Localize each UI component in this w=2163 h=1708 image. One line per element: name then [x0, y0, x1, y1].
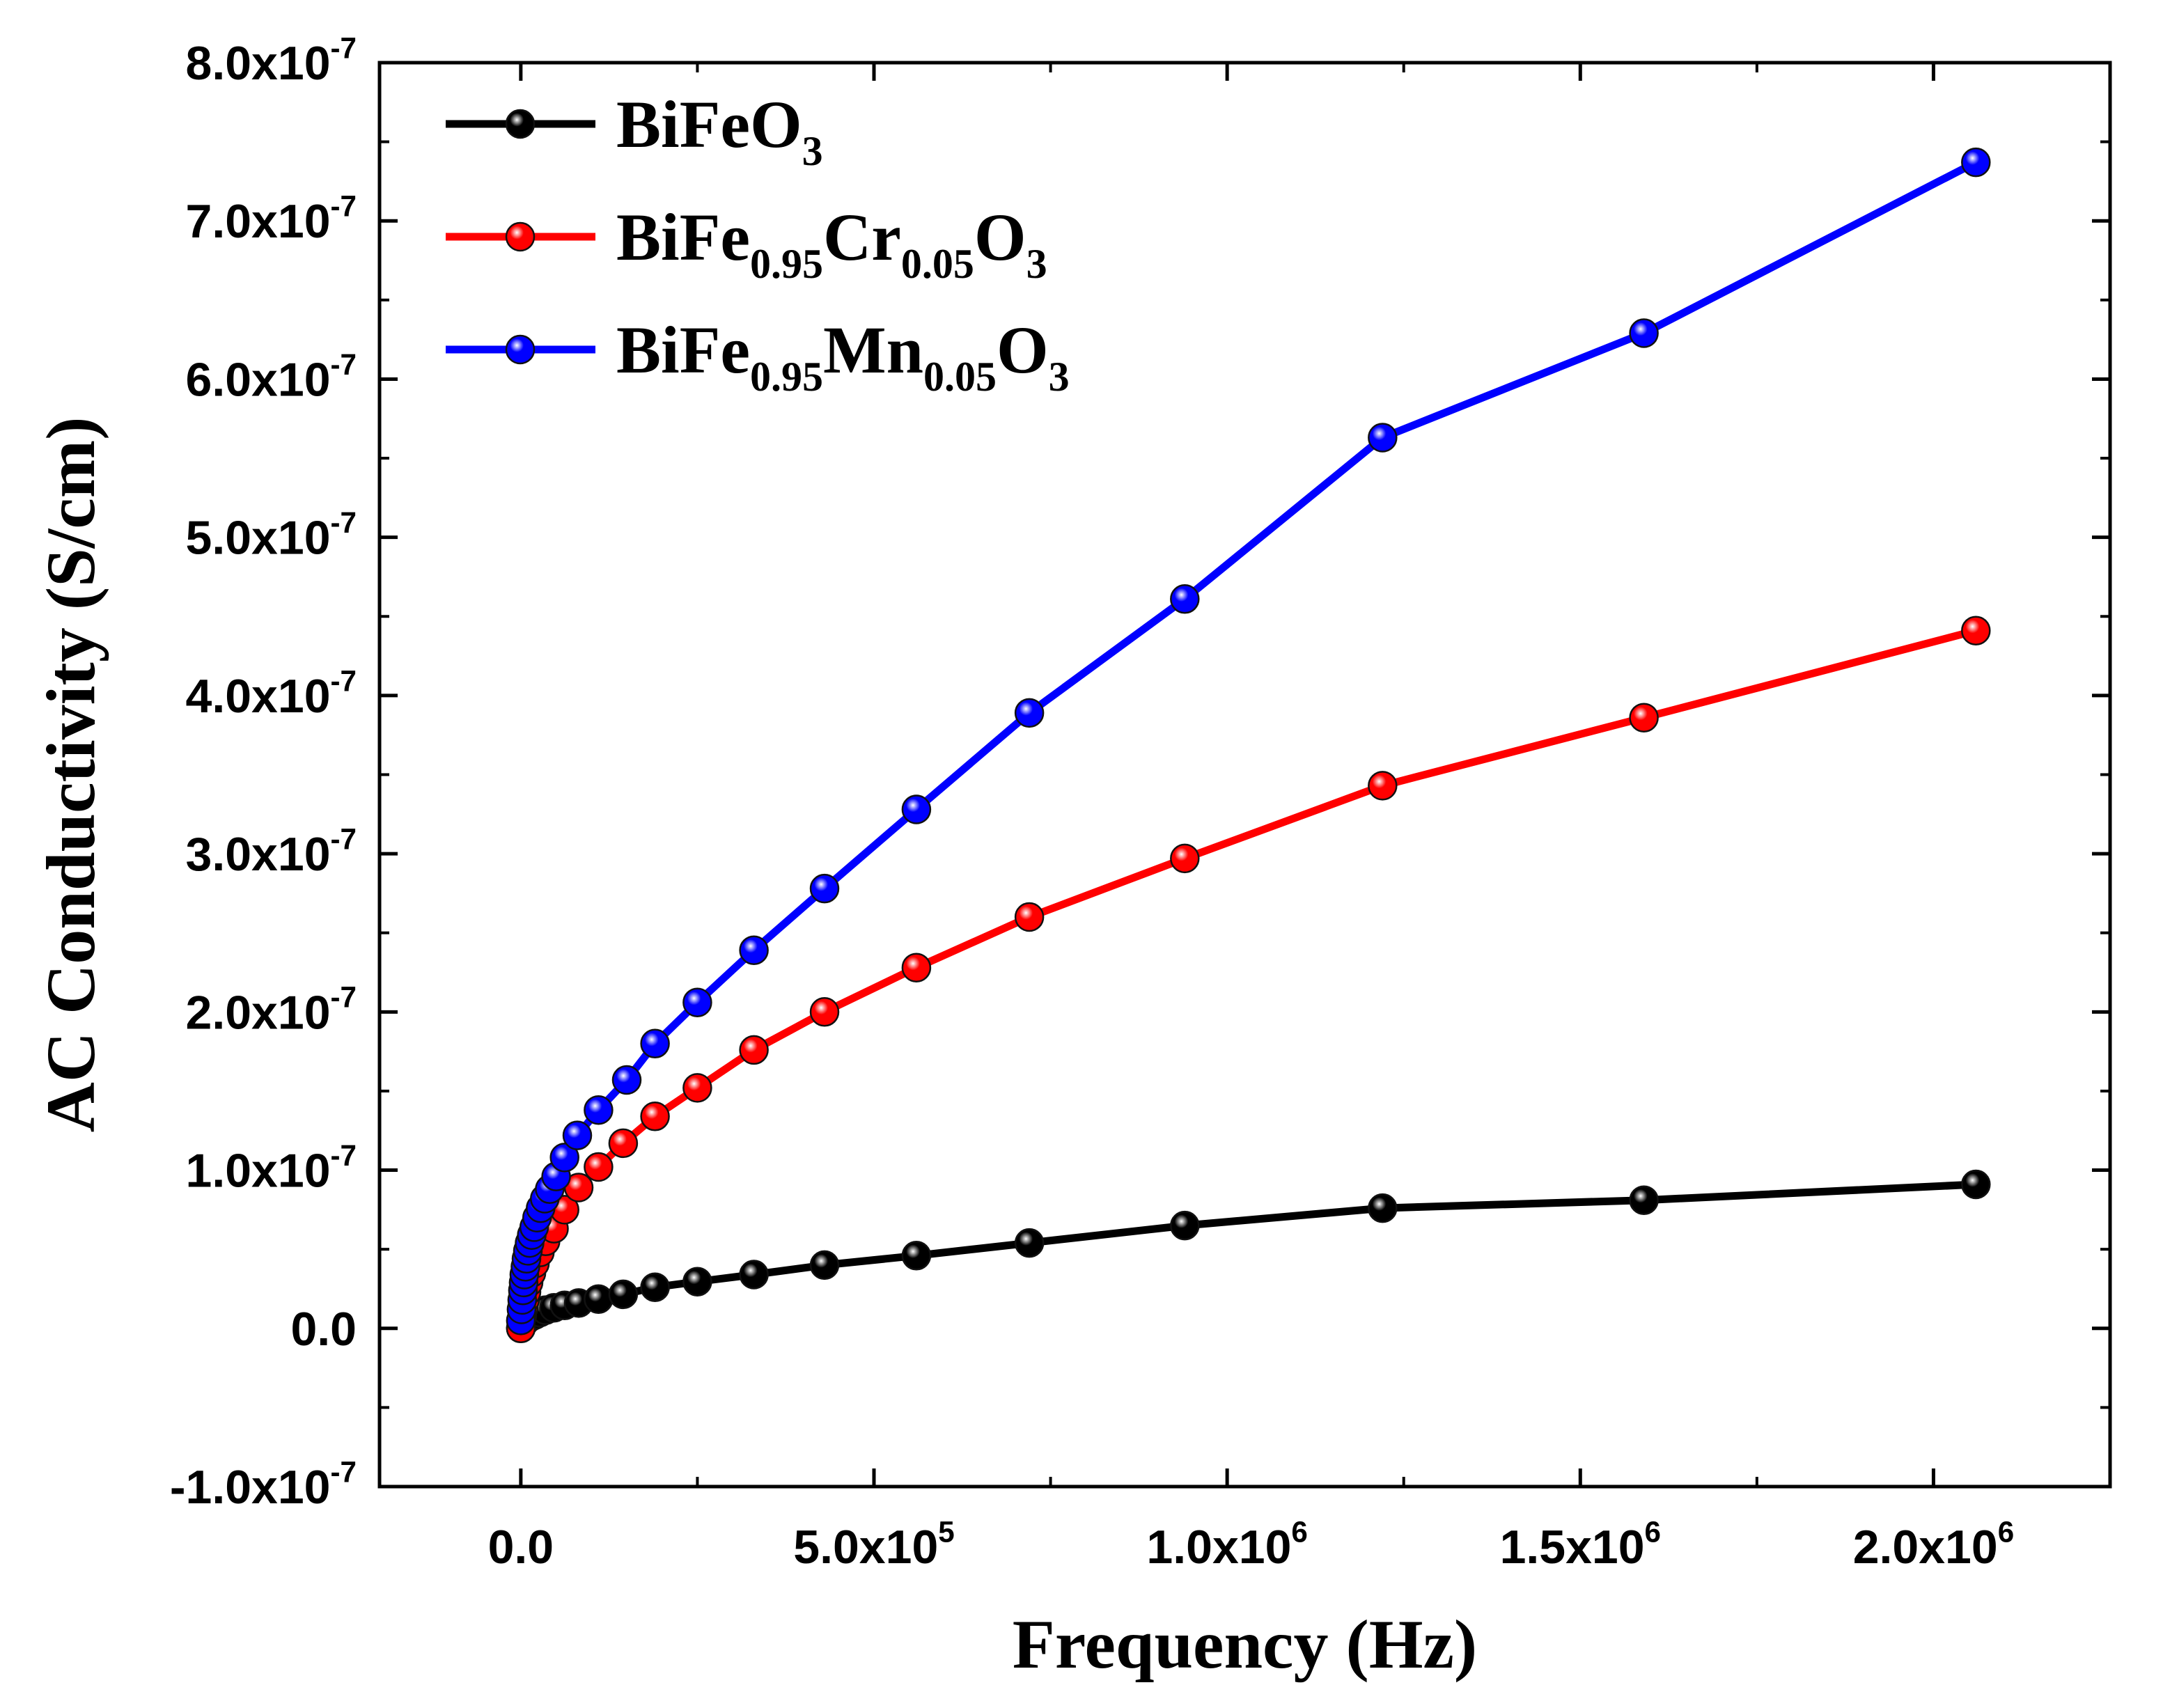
- series-3: [506, 147, 1991, 1335]
- y-tick-label: 8.0x10-7: [186, 31, 357, 90]
- data-point: [809, 1250, 840, 1280]
- y-axis-title: AC Conductivity (S/cm): [32, 417, 109, 1133]
- data-point: [901, 953, 932, 982]
- ticks-layer: -1.0x10-7 0.0 1.0x10-7 2.0x10-7 3.0x10-7 4.0x…: [170, 31, 2110, 1574]
- data-point: [611, 1065, 642, 1095]
- legend-marker: [505, 109, 536, 139]
- data-point: [1961, 147, 1991, 178]
- data-point: [584, 1095, 614, 1125]
- data-point: [1170, 584, 1200, 614]
- data-point: [640, 1102, 670, 1131]
- y-tick-label: -1.0x10-7: [170, 1455, 357, 1514]
- data-point: [608, 1279, 639, 1310]
- data-point: [809, 997, 840, 1027]
- legend-marker: [505, 334, 536, 365]
- data-point: [809, 873, 840, 904]
- x-tick-label: 5.0x105: [793, 1515, 954, 1574]
- data-point: [1629, 703, 1659, 732]
- data-point: [901, 1241, 932, 1271]
- data-point: [1170, 843, 1200, 874]
- legend: BiFeO3 BiFe0.95Cr0.05O3 BiFe0.95Mn0.05O3: [446, 87, 1070, 400]
- y-tick-label: 6.0x10-7: [186, 348, 357, 407]
- data-point: [608, 1128, 639, 1159]
- legend-item-3: BiFe0.95Mn0.05O3: [446, 313, 1070, 400]
- data-point: [562, 1120, 593, 1150]
- y-tick-label: 1.0x10-7: [186, 1139, 357, 1198]
- data-point: [640, 1272, 670, 1302]
- y-tick-label: 2.0x10-7: [186, 981, 357, 1040]
- data-point: [1368, 1193, 1398, 1223]
- data-point: [640, 1028, 670, 1059]
- data-point: [1368, 423, 1398, 453]
- legend-label: BiFe0.95Cr0.05O3: [616, 200, 1047, 287]
- data-point: [1014, 1228, 1045, 1258]
- data-point: [1629, 318, 1659, 348]
- x-tick-label: 0.0: [488, 1521, 554, 1574]
- data-point: [739, 1260, 769, 1290]
- y-tick-label: 4.0x10-7: [186, 664, 357, 723]
- x-tick-label: 2.0x106: [1853, 1515, 2014, 1574]
- data-point: [1014, 698, 1045, 728]
- data-point: [901, 794, 932, 824]
- data-point: [1170, 1210, 1200, 1241]
- series-layer: [506, 147, 1991, 1344]
- data-point: [739, 1035, 769, 1065]
- data-point: [584, 1284, 614, 1314]
- y-tick-label: 5.0x10-7: [186, 506, 357, 565]
- x-tick-label: 1.0x106: [1146, 1515, 1307, 1574]
- data-point: [1961, 616, 1991, 645]
- data-point: [1629, 1185, 1659, 1215]
- x-axis-title: Frequency (Hz): [1013, 1606, 1477, 1683]
- legend-item-2: BiFe0.95Cr0.05O3: [446, 200, 1047, 287]
- data-point: [682, 1073, 712, 1103]
- legend-label: BiFeO3: [616, 87, 823, 174]
- legend-label: BiFe0.95Mn0.05O3: [616, 313, 1070, 400]
- legend-marker: [505, 221, 536, 252]
- data-point: [1961, 1169, 1991, 1200]
- data-point: [682, 987, 712, 1017]
- data-point: [682, 1267, 712, 1296]
- data-point: [1368, 771, 1398, 801]
- legend-item-1: BiFeO3: [446, 87, 823, 174]
- y-tick-label: 0.0: [290, 1303, 357, 1356]
- y-tick-label: 7.0x10-7: [186, 190, 357, 249]
- y-tick-label: 3.0x10-7: [186, 823, 357, 882]
- data-point: [1014, 902, 1045, 932]
- data-point: [584, 1152, 614, 1182]
- x-tick-label: 1.5x106: [1500, 1515, 1661, 1574]
- data-point: [739, 935, 769, 965]
- data-point: [549, 1143, 579, 1173]
